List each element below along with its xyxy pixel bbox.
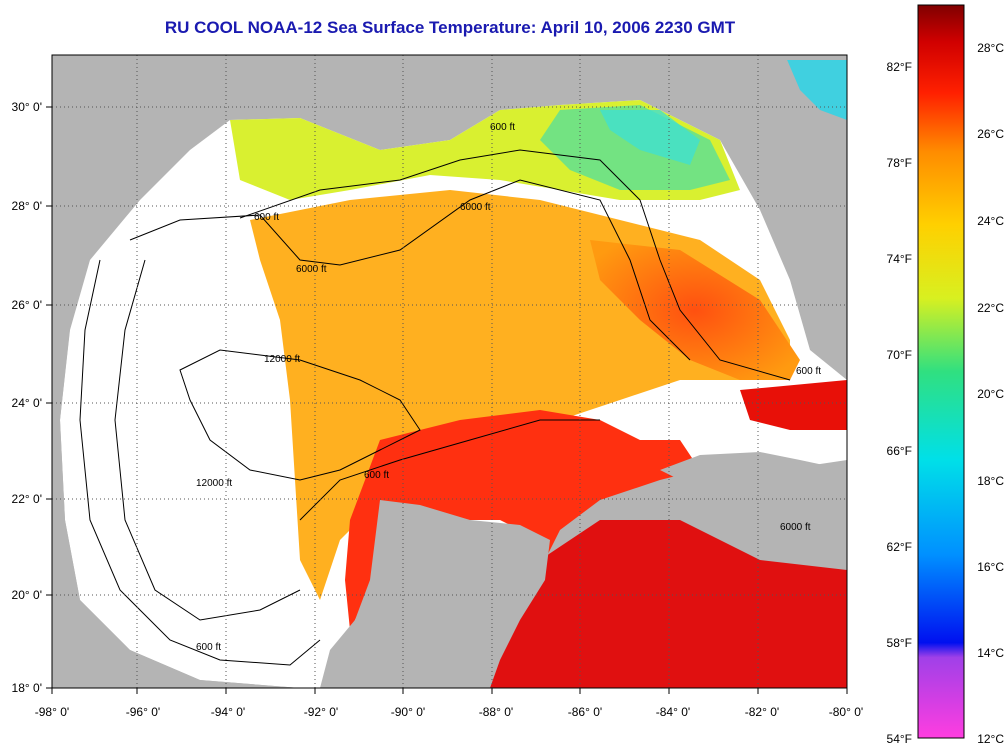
celsius-label: 22°C xyxy=(977,301,1004,315)
contour-label: 6000 ft xyxy=(780,522,811,533)
lon-tick-label: -88° 0' xyxy=(479,705,513,719)
lon-tick-label: -90° 0' xyxy=(391,705,425,719)
lat-tick-label: 30° 0' xyxy=(12,100,42,114)
lat-tick-label: 28° 0' xyxy=(12,199,42,213)
contour-6000ft xyxy=(129,179,691,361)
lat-tick-label: 26° 0' xyxy=(12,298,42,312)
celsius-label: 16°C xyxy=(977,560,1004,574)
lon-tick-label: -80° 0' xyxy=(829,705,863,719)
colorbar-fahrenheit-labels: 82°F 78°F 74°F 70°F 66°F 62°F 58°F 54°F xyxy=(887,60,912,746)
celsius-label: 12°C xyxy=(977,732,1004,746)
fahrenheit-label: 82°F xyxy=(887,60,912,74)
sst-south-red xyxy=(345,410,700,688)
colorbar xyxy=(917,4,965,739)
celsius-label: 24°C xyxy=(977,214,1004,228)
lon-tick-label: -94° 0' xyxy=(211,705,245,719)
contour-12000ft xyxy=(179,349,421,481)
fahrenheit-label: 78°F xyxy=(887,156,912,170)
map-frame xyxy=(51,54,848,689)
land-cuba xyxy=(660,452,847,500)
contour-label: 600 ft xyxy=(796,366,821,377)
contour-label: 12000 ft xyxy=(196,478,232,489)
fahrenheit-label: 74°F xyxy=(887,252,912,266)
lon-tick-label: -86° 0' xyxy=(568,705,602,719)
sst-loop-current xyxy=(590,240,800,380)
fahrenheit-label: 54°F xyxy=(887,732,912,746)
contour-label: 6000 ft xyxy=(296,264,327,275)
map-title: RU COOL NOAA-12 Sea Surface Temperature:… xyxy=(164,18,736,37)
contour-600ft-yucatan xyxy=(299,419,600,521)
fahrenheit-label: 70°F xyxy=(887,348,912,362)
contour-label: 600 ft xyxy=(490,122,515,133)
lat-tick-label: 20° 0' xyxy=(12,588,42,602)
lat-tick-label: 18° 0' xyxy=(12,681,42,695)
sst-atlantic xyxy=(785,55,847,120)
contour-label: 600 ft xyxy=(364,470,389,481)
contour-label: 6000 ft xyxy=(460,202,491,213)
contour-label: 600 ft xyxy=(254,212,279,223)
fahrenheit-label: 66°F xyxy=(887,444,912,458)
sst-florida-straits xyxy=(740,380,847,430)
sst-green-east xyxy=(540,105,730,190)
lat-tick-label: 22° 0' xyxy=(12,492,42,506)
lon-tick-label: -82° 0' xyxy=(745,705,779,719)
celsius-label: 26°C xyxy=(977,127,1004,141)
sst-cyan-coast xyxy=(600,110,700,165)
contour-6000ft-west xyxy=(114,259,301,621)
lat-tick-label: 24° 0' xyxy=(12,396,42,410)
lon-tick-label: -84° 0' xyxy=(656,705,690,719)
land-florida xyxy=(720,55,847,370)
celsius-label: 14°C xyxy=(977,646,1004,660)
contour-label: 12000 ft xyxy=(264,354,300,365)
celsius-label: 28°C xyxy=(977,41,1004,55)
celsius-label: 20°C xyxy=(977,387,1004,401)
contour-600ft-north xyxy=(239,149,791,381)
tick-marks xyxy=(46,106,848,694)
lon-tick-label: -98° 0' xyxy=(35,705,69,719)
contour-label: 600 ft xyxy=(196,642,221,653)
colorbar-celsius-labels: 28°C 26°C 24°C 22°C 20°C 18°C 16°C 14°C … xyxy=(977,41,1004,746)
fahrenheit-label: 58°F xyxy=(887,636,912,650)
celsius-label: 18°C xyxy=(977,474,1004,488)
lon-tick-label: -92° 0' xyxy=(304,705,338,719)
lon-tick-label: -96° 0' xyxy=(126,705,160,719)
grid-lines xyxy=(52,55,847,688)
land-north-coast xyxy=(52,55,847,420)
land-mexico-west xyxy=(52,420,300,688)
contour-600ft-west xyxy=(79,259,321,666)
fahrenheit-label: 62°F xyxy=(887,540,912,554)
